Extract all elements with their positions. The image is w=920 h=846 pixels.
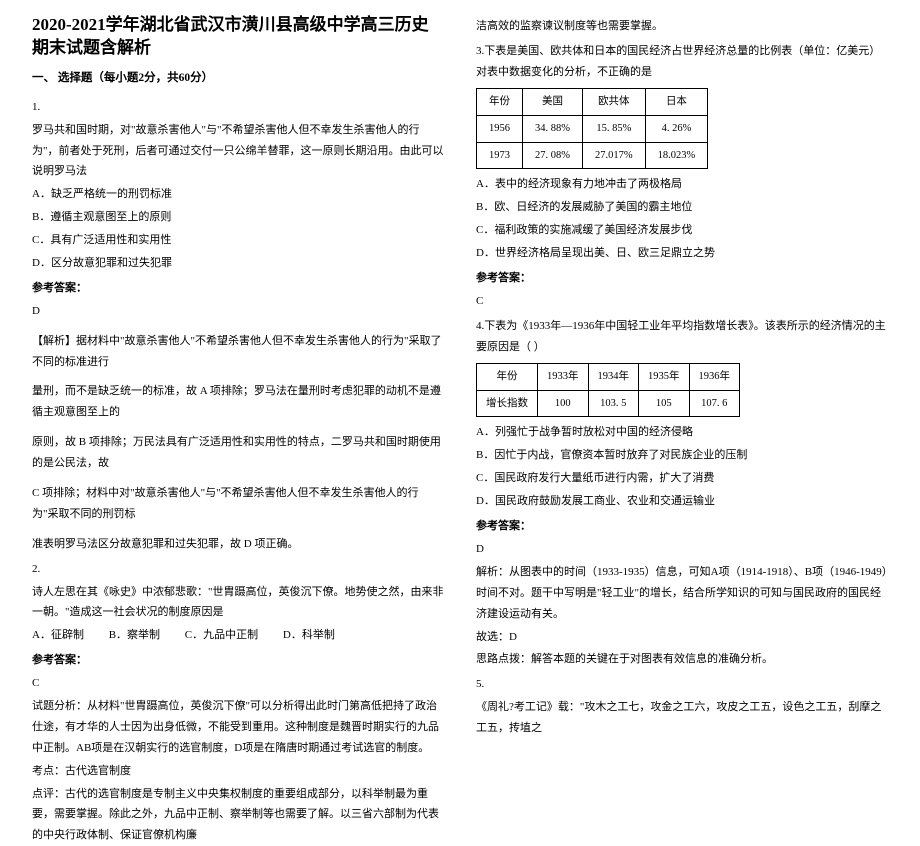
q1-stem: 罗马共和国时期，对"故意杀害他人"与"不希望杀害他人但不幸发生杀害他人的行为"，…	[32, 120, 444, 183]
q4-h3: 1935年	[639, 363, 690, 390]
q3-h0: 年份	[477, 88, 523, 115]
q4-ans: D	[476, 539, 888, 560]
q3-opt-c: C．福利政策的实施减缓了美国经济发展步伐	[476, 220, 888, 241]
q1-explain2: 量刑，而不是缺乏统一的标准，故 A 项排除；罗马法在量刑时考虑犯罪的动机不是遵循…	[32, 381, 444, 423]
q3-h2: 欧共体	[583, 88, 646, 115]
q3-r1c0: 1956	[477, 115, 523, 142]
q3-opt-a: A．表中的经济现象有力地冲击了两极格局	[476, 174, 888, 195]
q3-h3: 日本	[645, 88, 708, 115]
q1-explain4: C 项排除；材料中对"故意杀害他人"与"不希望杀害他人但不幸发生杀害他人的行为"…	[32, 483, 444, 525]
q4-opt-c: C．国民政府发行大量纸币进行内需，扩大了消费	[476, 468, 888, 489]
q4-h2: 1934年	[588, 363, 639, 390]
q3-r2c1: 27. 08%	[523, 142, 583, 169]
q1-opt-d: D．区分故意犯罪和过失犯罪	[32, 253, 444, 274]
q2-stem: 诗人左思在其《咏史》中浓郁悲歌："世胄蹑高位，英俊沉下僚。地势使之然，由来非一朝…	[32, 582, 444, 624]
q3-r1c2: 15. 85%	[583, 115, 646, 142]
q2-opt-a: A．征辟制	[32, 625, 84, 646]
q3-r2c0: 1973	[477, 142, 523, 169]
q4-opt-a: A．列强忙于战争暂时放松对中国的经济侵略	[476, 422, 888, 443]
q1-opt-a: A．缺乏严格统一的刑罚标准	[32, 184, 444, 205]
q3-ans: C	[476, 291, 888, 312]
q3-ans-label: 参考答案：	[476, 268, 888, 289]
q3-r1c3: 4. 26%	[645, 115, 708, 142]
q1-ans-label: 参考答案：	[32, 278, 444, 299]
q4-explain: 解析：从图表中的时间（1933-1935）信息，可知A项（1914-1918）、…	[476, 562, 888, 625]
q3-r1c1: 34. 88%	[523, 115, 583, 142]
q4-r3: 105	[639, 390, 690, 417]
q2-opt-b: B．察举制	[109, 625, 160, 646]
q1-opt-b: B．遵循主观意图至上的原则	[32, 207, 444, 228]
q4-ans-label: 参考答案：	[476, 516, 888, 537]
q2-opt-c: C．九品中正制	[185, 625, 258, 646]
section-head: 一、 选择题（每小题2分，共60分）	[32, 68, 444, 90]
q3-r2c3: 18.023%	[645, 142, 708, 169]
q2-num: 2.	[32, 559, 444, 580]
q4-table: 年份 1933年 1934年 1935年 1936年 增长指数 100 103.…	[476, 363, 740, 418]
q1-explain: 【解析】据材料中"故意杀害他人"不希望杀害他人但不幸发生杀害他人的行为"采取了不…	[32, 331, 444, 373]
q1-num: 1.	[32, 97, 444, 118]
q1-explain5: 准表明罗马法区分故意犯罪和过失犯罪，故 D 项正确。	[32, 534, 444, 555]
q4-opt-b: B．因忙于内战，官僚资本暂时放弃了对民族企业的压制	[476, 445, 888, 466]
q3-h1: 美国	[523, 88, 583, 115]
q2-kaodian: 考点：古代选官制度	[32, 761, 444, 782]
q3-opt-d: D．世界经济格局呈现出美、日、欧三足鼎立之势	[476, 243, 888, 264]
doc-title: 2020-2021学年湖北省武汉市潢川县高级中学高三历史期末试题含解析	[32, 14, 444, 60]
q3-r2c2: 27.017%	[583, 142, 646, 169]
q4-r2: 103. 5	[588, 390, 639, 417]
q4-h4: 1936年	[689, 363, 740, 390]
q2-analysis: 试题分析：从材料"世胄蹑高位，英俊沉下僚"可以分析得出此时门第高低把持了政治仕途…	[32, 696, 444, 759]
q4-h1: 1933年	[538, 363, 589, 390]
q3-opt-b: B．欧、日经济的发展威胁了美国的霸主地位	[476, 197, 888, 218]
q5-stem: 《周礼?考工记》载："攻木之工七，攻金之工六，攻皮之工五，设色之工五，刮摩之工五…	[476, 697, 888, 739]
q3-table: 年份 美国 欧共体 日本 1956 34. 88% 15. 85% 4. 26%…	[476, 88, 708, 170]
q4-sl: 思路点拨：解答本题的关键在于对图表有效信息的准确分析。	[476, 649, 888, 670]
q2-options: A．征辟制 B．察举制 C．九品中正制 D．科举制	[32, 625, 444, 646]
q4-gd: 故选：D	[476, 627, 888, 648]
q4-r0: 增长指数	[477, 390, 538, 417]
q3-stem: 3.下表是美国、欧共体和日本的国民经济占世界经济总量的比例表（单位：亿美元）对表…	[476, 41, 888, 83]
q2-opt-d: D．科举制	[283, 625, 335, 646]
q5-num: 5.	[476, 674, 888, 695]
q1-ans: D	[32, 301, 444, 322]
q4-opt-d: D．国民政府鼓励发展工商业、农业和交通运输业	[476, 491, 888, 512]
q2-ans: C	[32, 673, 444, 694]
q2-ans-label: 参考答案：	[32, 650, 444, 671]
q4-r4: 107. 6	[689, 390, 740, 417]
q4-h0: 年份	[477, 363, 538, 390]
q1-opt-c: C．具有广泛适用性和实用性	[32, 230, 444, 251]
right-top-continuation: 洁高效的监察谏议制度等也需要掌握。	[476, 16, 888, 37]
q1-explain3: 原则，故 B 项排除；万民法具有广泛适用性和实用性的特点，二罗马共和国时期使用的…	[32, 432, 444, 474]
q4-r1: 100	[538, 390, 589, 417]
q4-stem: 4.下表为《1933年—1936年中国轻工业年平均指数增长表》。该表所示的经济情…	[476, 316, 888, 358]
q2-dianping: 点评：古代的选官制度是专制主义中央集权制度的重要组成部分，以科举制最为重要，需要…	[32, 784, 444, 846]
